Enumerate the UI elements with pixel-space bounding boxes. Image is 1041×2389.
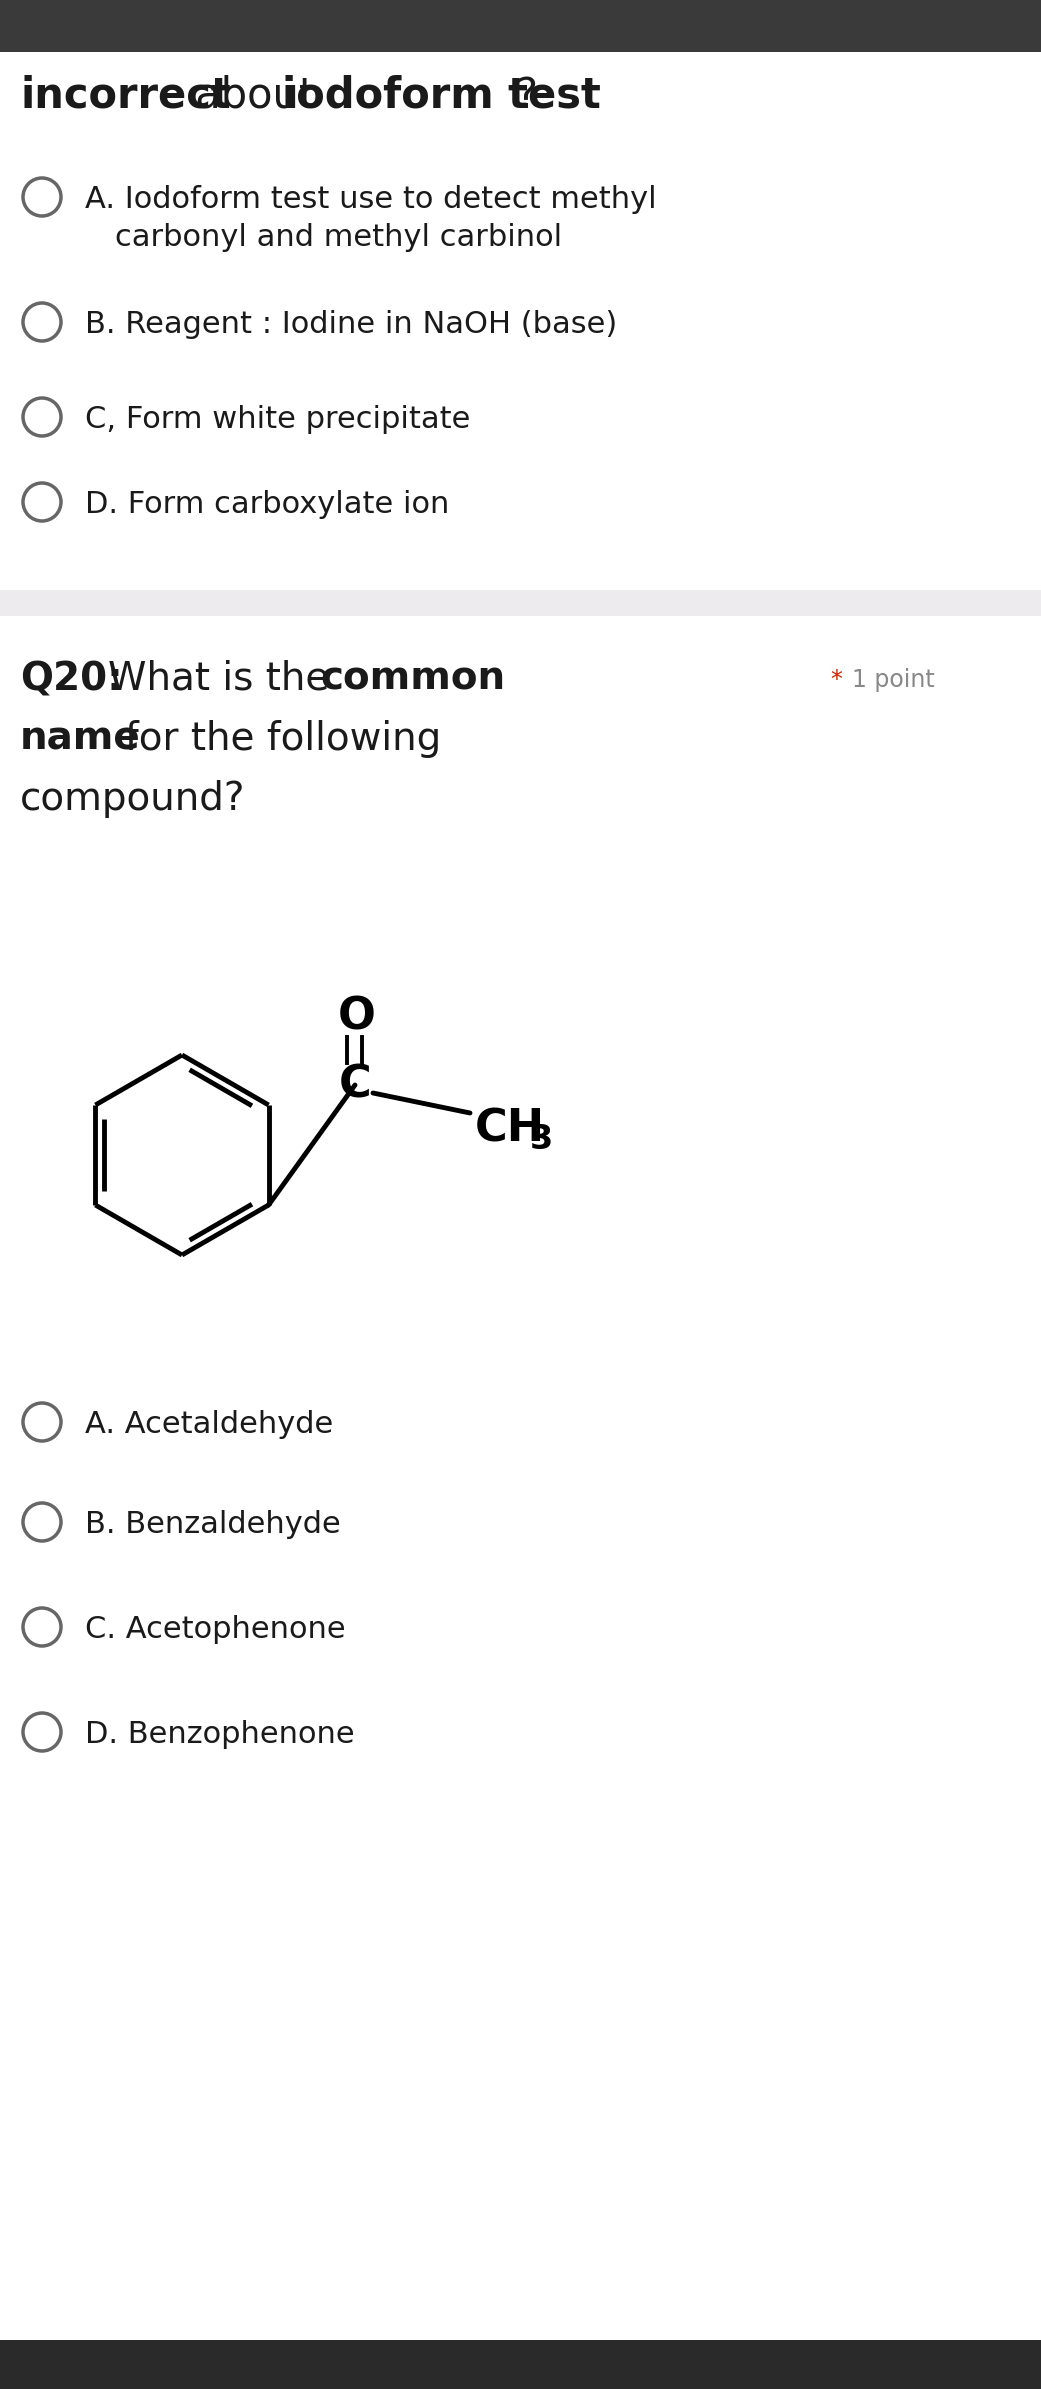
Text: CH: CH xyxy=(475,1108,545,1151)
Text: B. Reagent : Iodine in NaOH (base): B. Reagent : Iodine in NaOH (base) xyxy=(85,311,617,339)
Text: incorrect: incorrect xyxy=(20,74,231,117)
Text: B. Benzaldehyde: B. Benzaldehyde xyxy=(85,1510,340,1539)
Text: Q20:: Q20: xyxy=(20,659,123,698)
Text: carbonyl and methyl carbinol: carbonyl and methyl carbinol xyxy=(115,222,562,251)
FancyBboxPatch shape xyxy=(0,2339,1041,2389)
Text: C, Form white precipitate: C, Form white precipitate xyxy=(85,406,471,435)
Text: name: name xyxy=(20,719,141,757)
Text: D. Benzophenone: D. Benzophenone xyxy=(85,1720,355,1749)
Text: 3: 3 xyxy=(530,1123,553,1156)
Text: 1 point: 1 point xyxy=(852,669,935,693)
Text: D. Form carboxylate ion: D. Form carboxylate ion xyxy=(85,490,450,518)
Text: compound?: compound? xyxy=(20,779,246,817)
FancyBboxPatch shape xyxy=(0,590,1041,616)
Text: for the following: for the following xyxy=(125,719,441,757)
Text: C: C xyxy=(338,1063,372,1106)
Text: about: about xyxy=(182,74,329,117)
Text: A. Acetaldehyde: A. Acetaldehyde xyxy=(85,1410,333,1438)
Text: common: common xyxy=(320,659,505,698)
Text: iodoform test: iodoform test xyxy=(282,74,601,117)
Text: C. Acetophenone: C. Acetophenone xyxy=(85,1615,346,1644)
Text: A. Iodoform test use to detect methyl: A. Iodoform test use to detect methyl xyxy=(85,184,657,215)
Text: *: * xyxy=(830,669,842,693)
Text: ?: ? xyxy=(515,74,537,117)
Text: What is the: What is the xyxy=(108,659,341,698)
Text: O: O xyxy=(338,996,376,1039)
FancyBboxPatch shape xyxy=(0,0,1041,53)
